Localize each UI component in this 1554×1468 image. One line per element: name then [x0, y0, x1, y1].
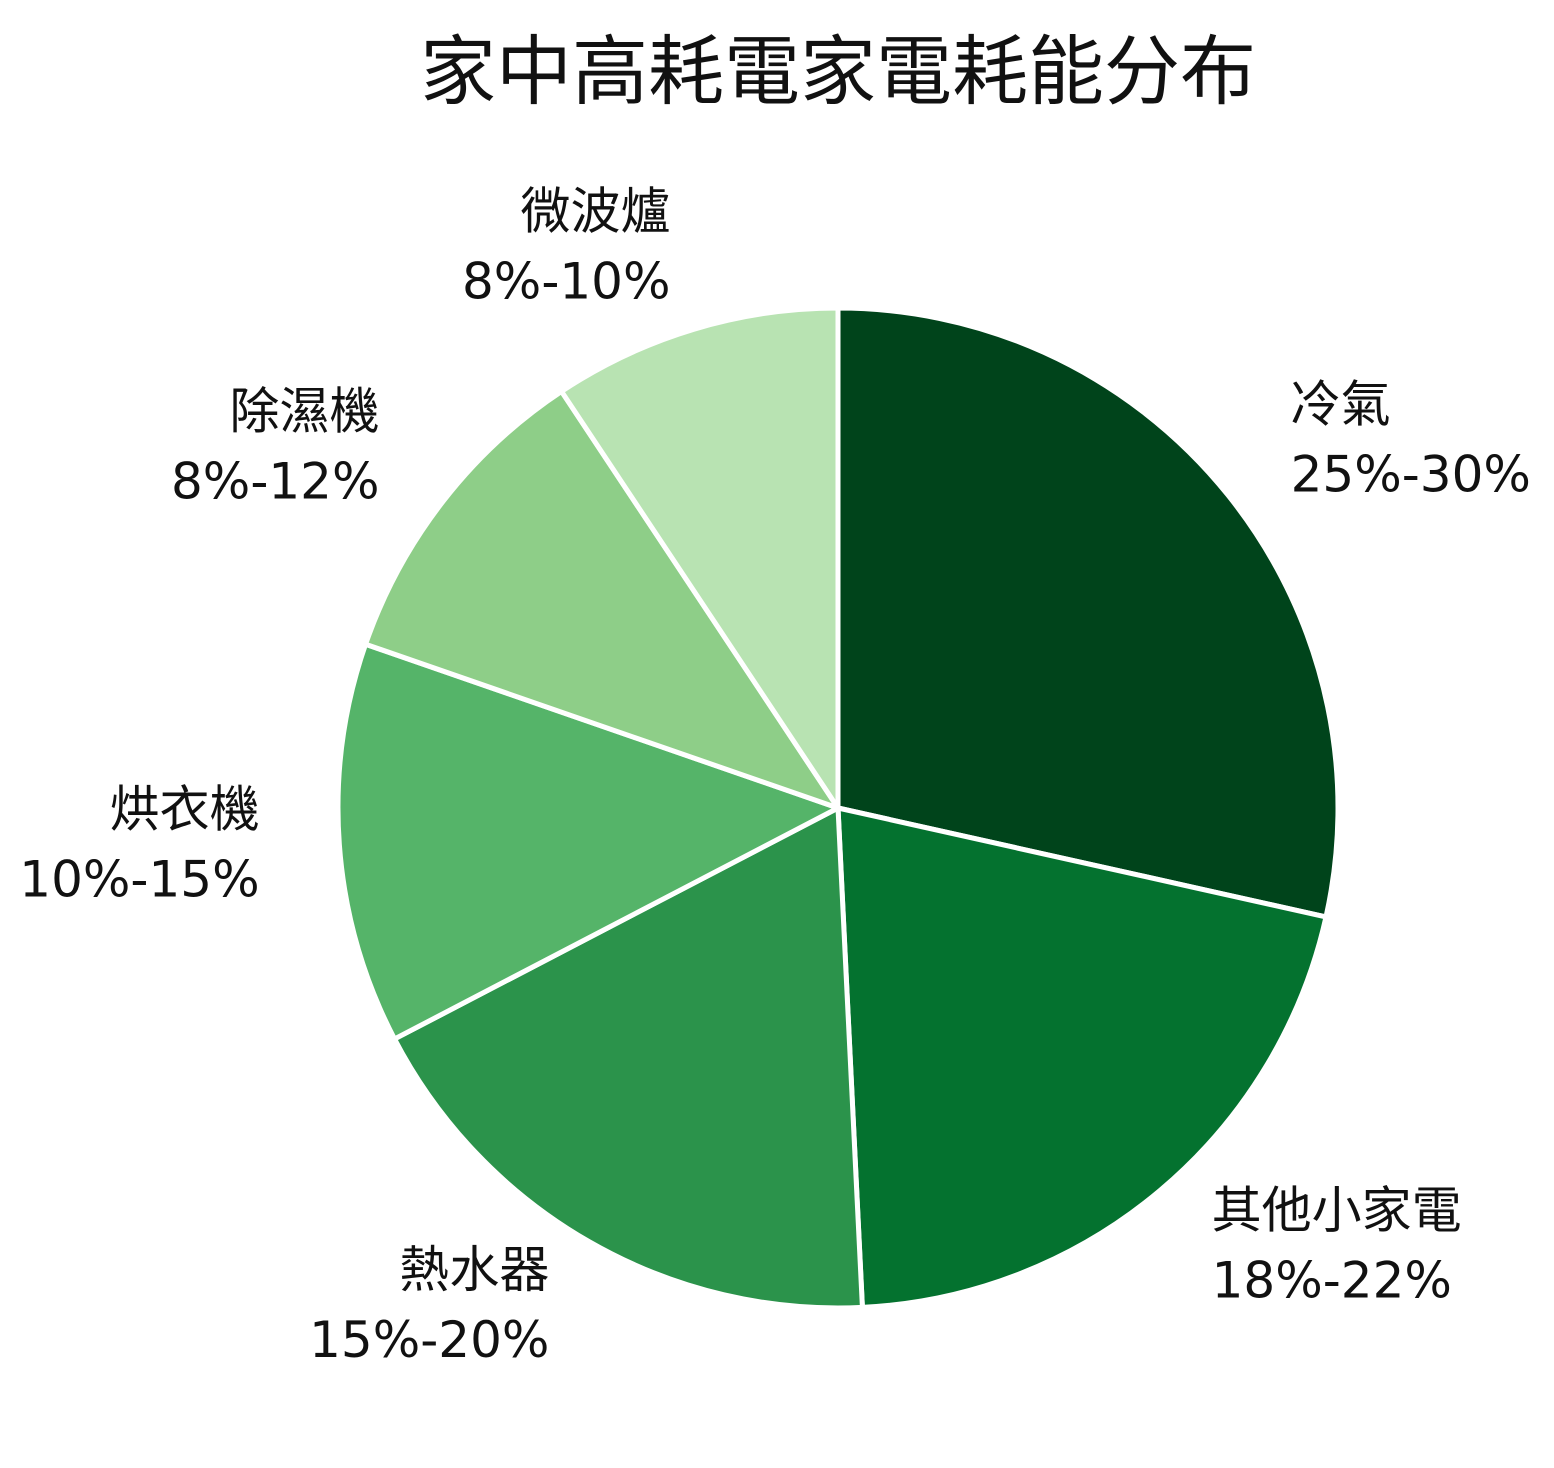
- slice-label-2: 熱水器 15%-20%: [309, 1241, 549, 1369]
- pie-labels: 冷氣 25%-30% 其他小家電 18%-22% 熱水器 15%-20% 烘衣機 10%-15…: [19, 182, 1531, 1368]
- slice-percent-2: 15%-20%: [309, 1311, 549, 1369]
- pie-slice-3: [335, 641, 841, 1042]
- slice-name-4: 除濕機: [230, 382, 380, 440]
- chart-title: 家中高耗電家電耗能分布: [420, 27, 1256, 116]
- pie-slice-0: [835, 305, 1341, 920]
- pie-slice-2: [392, 805, 865, 1311]
- pie-slice-5: [558, 305, 841, 811]
- slice-label-4: 除濕機 8%-12%: [171, 382, 380, 510]
- slice-label-1: 其他小家電 18%-22%: [1212, 1181, 1462, 1309]
- slice-percent-5: 8%-10%: [462, 252, 671, 310]
- slice-label-3: 烘衣機 10%-15%: [19, 780, 259, 908]
- slice-percent-1: 18%-22%: [1212, 1251, 1452, 1309]
- slice-percent-3: 10%-15%: [19, 850, 259, 908]
- pie-slices: [335, 305, 1341, 1311]
- slice-percent-0: 25%-30%: [1291, 445, 1531, 503]
- slice-name-1: 其他小家電: [1212, 1181, 1462, 1239]
- slice-name-3: 烘衣機: [110, 780, 260, 838]
- slice-name-5: 微波爐: [521, 182, 671, 240]
- slice-label-0: 冷氣 25%-30%: [1291, 375, 1531, 503]
- pie-slice-4: [363, 388, 841, 811]
- slice-label-5: 微波爐 8%-10%: [462, 182, 671, 310]
- pie-slice-1: [835, 805, 1329, 1310]
- slice-percent-4: 8%-12%: [171, 452, 380, 510]
- slice-name-2: 熱水器: [399, 1241, 549, 1299]
- slice-name-0: 冷氣: [1291, 375, 1391, 433]
